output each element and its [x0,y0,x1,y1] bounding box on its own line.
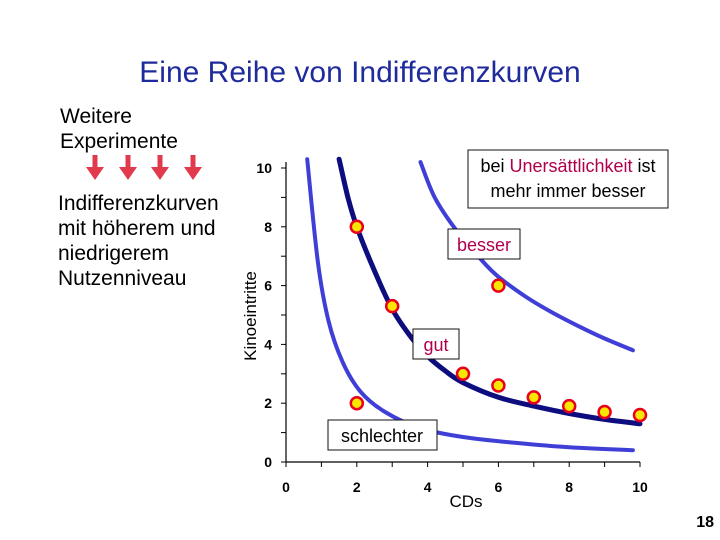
annotation-worse-box [327,419,438,451]
arrow-head [184,167,202,180]
sidebar-line: Nutzenniveau [58,267,187,290]
sidebar-line: mit höherem und [58,217,216,240]
bundle-point [526,390,542,405]
slide-title: Eine Reihe von Indifferenzkurven [139,56,581,89]
x-tick-label: 10 [632,479,648,495]
bundle-point [349,219,365,235]
sidebar-line: niedrigerem [58,242,169,265]
bundle-point [597,404,612,420]
y-tick-label: 4 [264,336,272,352]
x-tick-label: 0 [282,479,290,495]
bundle-point [455,366,471,382]
y-tick-label: 6 [264,278,272,294]
bundle-markers [349,219,648,423]
bundle-point [384,298,400,314]
chart-axes: 0 2 4 6 8 10 0 2 4 6 8 10 [256,160,648,495]
annotation-good: gut [412,328,460,360]
sidebar-indifferenzkurven-text: Indifferenzkurven mit höherem und niedri… [58,191,219,291]
indifference-curve-upper [418,160,635,353]
annotation-better-box [447,228,521,260]
annotation-worse-text: schlechter [341,426,423,446]
x-tick-label: 4 [424,479,432,495]
annotation-better: besser [447,228,521,260]
annotation-good-box [412,328,460,360]
annotation-saturation-line2: mehr immer besser [490,181,645,201]
arrow-head [119,167,137,180]
annotation-worse: schlechter [327,419,438,451]
sidebar-line: Weitere [60,105,132,128]
annotation-saturation-line1: bei Unersättlichkeit ist [480,156,655,176]
x-tick-label: 8 [565,479,573,495]
bundle-point [632,407,648,423]
page-number: 18 [696,514,714,531]
bundle-point [491,278,506,293]
bundle-point [561,398,577,414]
sidebar-weitere-experimente: Weitere Experimente [60,104,178,154]
y-axis-label: Kinoeintritte [241,271,260,361]
bundle-point [491,378,506,393]
red-arrows [86,155,202,180]
y-tick-label: 10 [256,160,272,176]
arrow-head [151,167,169,180]
annotation-saturation: bei Unersättlichkeit ist mehr immer bess… [467,149,669,209]
x-tick-label: 2 [353,479,361,495]
indifference-curve-lower [305,157,635,453]
y-tick-label: 0 [264,454,272,470]
annotation-good-text: gut [423,335,448,355]
arrow-head [86,167,104,180]
y-tick-label: 8 [264,219,272,235]
x-tick-label: 6 [495,479,503,495]
sidebar-line: Experimente [60,130,178,153]
annotation-better-text: besser [457,235,511,255]
bundle-point [349,395,365,411]
y-tick-label: 2 [264,395,272,411]
sidebar-line: Indifferenzkurven [58,192,219,215]
x-axis-label: CDs [449,492,482,511]
annotation-saturation-box [467,149,669,209]
